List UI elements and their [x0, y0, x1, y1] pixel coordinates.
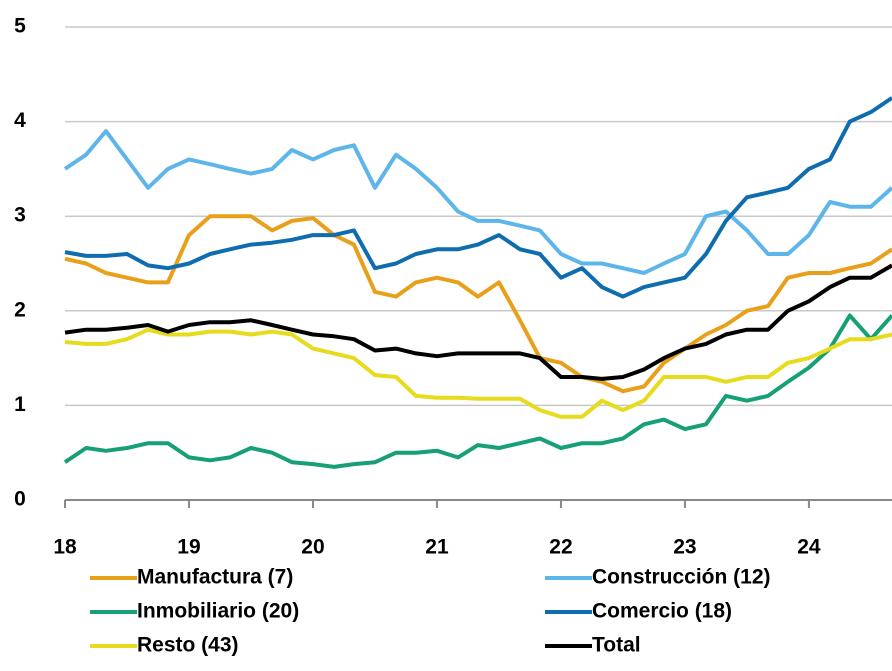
legend-label: Inmobiliario (20) [137, 600, 299, 623]
legend-label: Comercio (18) [592, 600, 732, 623]
series-line [64, 96, 892, 299]
x-tick-label: 18 [53, 536, 77, 559]
x-tick-label: 22 [549, 536, 572, 559]
y-tick-label: 0 [14, 488, 26, 511]
legend-label: Construcción (12) [592, 566, 771, 589]
y-tick-label: 1 [14, 393, 26, 416]
legend-label: Total [592, 634, 641, 657]
series-line [64, 263, 892, 381]
x-tick-label: 23 [673, 536, 696, 559]
series-line [64, 214, 892, 394]
series-line [63, 313, 892, 469]
y-tick-label: 2 [14, 298, 26, 321]
legend-label: Resto (43) [137, 634, 239, 657]
y-tick-label: 3 [14, 204, 26, 227]
x-tick-label: 24 [797, 536, 821, 559]
series-line [63, 129, 892, 275]
y-tick-label: 5 [14, 15, 26, 38]
series-line [64, 327, 892, 419]
x-tick-label: 21 [425, 536, 449, 559]
y-tick-label: 4 [14, 109, 26, 132]
x-tick-label: 19 [177, 536, 200, 559]
x-tick-label: 20 [301, 536, 324, 559]
legend-label: Manufactura (7) [137, 566, 293, 589]
